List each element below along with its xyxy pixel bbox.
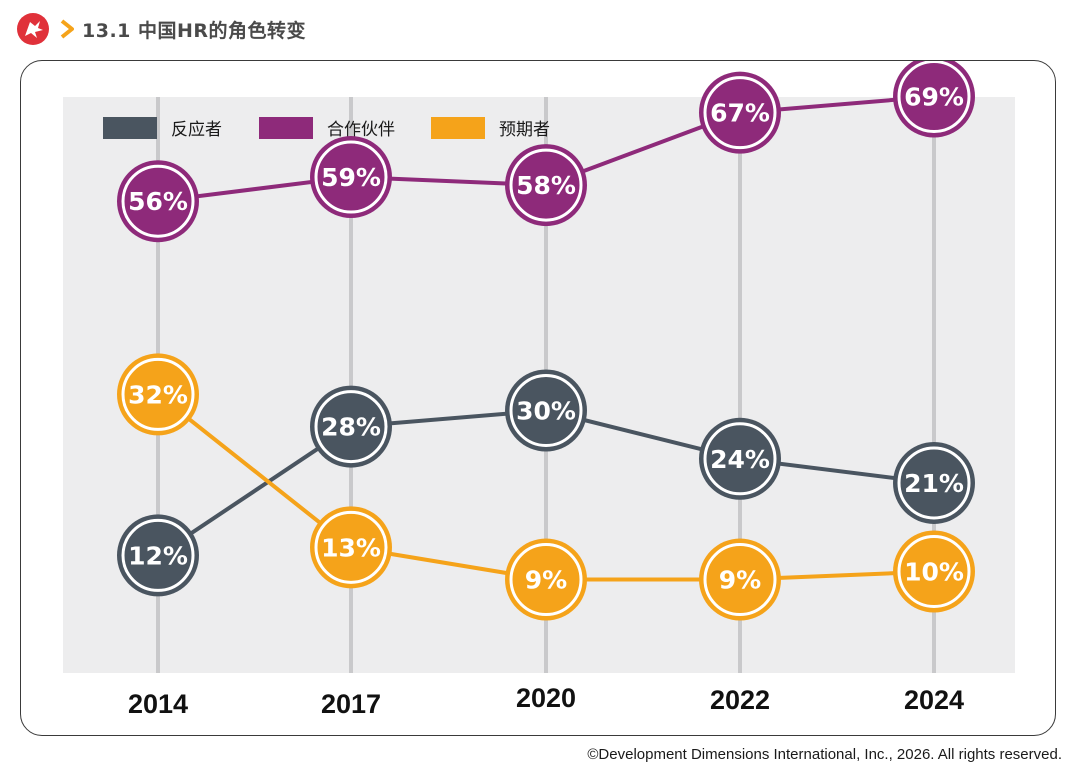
data-point-ring-0-1	[314, 390, 388, 464]
data-point-2-0	[117, 353, 199, 436]
data-point-ring-2-4	[897, 535, 971, 608]
data-label-2-4: 10%	[904, 558, 964, 587]
data-label-2-2: 9%	[525, 566, 567, 595]
data-point-1-0	[117, 160, 199, 243]
line-chart: 反应者 合作伙伴 预期者 12% 28% 30% 24% 21% 56% 59% 58% 67% 69…	[63, 61, 1015, 719]
data-label-1-3: 67%	[710, 99, 770, 128]
x-tick-label-2017: 2017	[321, 689, 381, 719]
chart-card: 反应者 合作伙伴 预期者 12% 28% 30% 24% 21% 56% 59% 58% 67% 69…	[20, 60, 1056, 736]
data-point-2-4	[893, 530, 975, 613]
data-point-ring-0-4	[897, 446, 971, 520]
data-point-2-2	[505, 538, 587, 621]
data-label-1-4: 69%	[904, 83, 964, 112]
data-point-ring-1-4	[897, 61, 971, 134]
header: 13.1 中国HR的角色转变	[16, 10, 306, 48]
data-point-0-2	[505, 369, 587, 452]
data-point-ring-0-3	[703, 422, 777, 496]
data-point-2-1	[310, 506, 392, 589]
data-point-ring-0-2	[509, 374, 583, 447]
data-label-0-0: 12%	[128, 541, 188, 570]
data-point-ring-1-0	[121, 164, 195, 238]
data-point-0-4	[893, 441, 975, 524]
data-point-ring-2-1	[314, 510, 388, 584]
data-point-ring-0-0	[121, 518, 195, 592]
data-point-0-3	[699, 417, 781, 500]
data-label-0-1: 28%	[321, 413, 381, 442]
copyright-text: ©Development Dimensions International, I…	[587, 746, 1062, 763]
data-label-0-3: 24%	[710, 445, 770, 474]
data-point-ring-2-3	[703, 543, 777, 617]
legend-label-0: 反应者	[171, 120, 222, 140]
data-label-2-1: 13%	[321, 533, 381, 562]
data-point-1-3	[699, 71, 781, 154]
ddi-dragon-logo-icon	[17, 13, 49, 45]
data-label-0-2: 30%	[516, 397, 576, 426]
data-point-2-3	[699, 538, 781, 621]
data-point-ring-1-3	[703, 76, 777, 150]
data-point-ring-2-2	[509, 543, 583, 617]
legend-label-2: 预期者	[499, 120, 550, 140]
legend-label-1: 合作伙伴	[327, 120, 395, 140]
legend-swatch-0	[103, 117, 157, 139]
legend-swatch-2	[431, 117, 485, 139]
chevron-right-icon	[60, 19, 74, 39]
data-label-1-0: 56%	[128, 187, 188, 216]
data-label-1-2: 58%	[516, 171, 576, 200]
data-point-ring-2-0	[121, 357, 195, 431]
page-title: 13.1 中国HR的角色转变	[82, 19, 307, 42]
data-point-0-0	[117, 514, 199, 597]
data-label-2-3: 9%	[719, 566, 761, 595]
legend-swatch-1	[259, 117, 313, 139]
data-label-2-0: 32%	[128, 380, 188, 409]
data-point-1-1	[310, 136, 392, 219]
x-tick-label-2020: 2020	[516, 683, 576, 713]
data-point-ring-1-1	[314, 140, 388, 214]
x-tick-label-2014: 2014	[128, 689, 188, 719]
data-point-0-1	[310, 385, 392, 468]
data-point-ring-1-2	[509, 148, 583, 222]
data-point-1-4	[893, 61, 975, 138]
x-tick-label-2024: 2024	[904, 685, 964, 715]
data-label-1-1: 59%	[321, 163, 381, 192]
data-label-0-4: 21%	[904, 469, 964, 498]
x-tick-label-2022: 2022	[710, 685, 770, 715]
data-point-1-2	[505, 144, 587, 227]
